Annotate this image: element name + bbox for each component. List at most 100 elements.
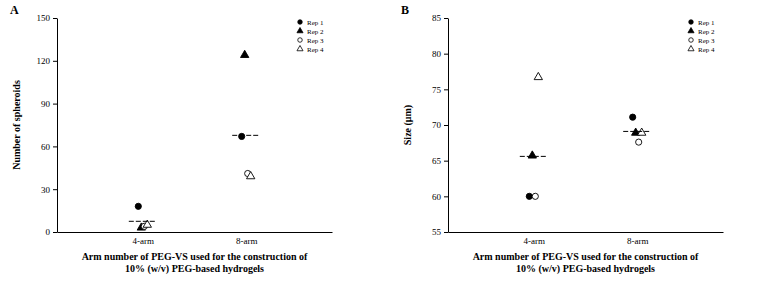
legend: Rep 1Rep 2Rep 3Rep 4	[688, 19, 715, 54]
legend-marker	[297, 27, 303, 32]
y-tick-label: 150	[37, 13, 51, 23]
point	[241, 50, 249, 57]
panel-label: B	[401, 3, 409, 17]
y-tick-mark	[53, 232, 57, 233]
y-tick: 80	[432, 49, 448, 59]
y-tick-label: 70	[432, 120, 442, 130]
y-tick-label: 60	[41, 142, 51, 152]
y-tick-mark	[53, 61, 57, 62]
x-tick-label: 4-arm	[133, 236, 155, 246]
y-tick-label: 85	[432, 13, 442, 23]
legend-label: Rep 2	[698, 28, 715, 36]
point	[526, 193, 532, 199]
y-axis-title: Size (μm)	[402, 105, 414, 145]
y-axis: 55 60 65 70 75 80 85	[432, 13, 449, 237]
y-axis-line	[448, 19, 449, 233]
y-tick: 65	[432, 156, 448, 166]
point	[239, 133, 245, 139]
y-tick-mark	[444, 196, 448, 197]
legend-marker	[688, 27, 694, 32]
x-tick: 4-arm	[133, 232, 155, 246]
y-tick: 60	[432, 192, 448, 202]
legend-label: Rep 1	[698, 19, 715, 27]
x-tick: 8-arm	[236, 232, 257, 246]
mean-line	[520, 156, 548, 157]
x-tick: 8-arm	[627, 232, 649, 246]
y-tick-mark	[444, 232, 448, 233]
y-tick-label: 0	[46, 227, 51, 237]
legend-label: Rep 1	[307, 19, 324, 27]
y-tick-mark	[444, 125, 448, 126]
y-tick-label: 30	[41, 185, 51, 195]
x-tick: 4-arm	[524, 232, 546, 246]
x-axis-title: Arm number of PEG-VS used for the constr…	[473, 251, 699, 262]
legend-marker	[298, 38, 303, 43]
y-tick-label: 65	[432, 156, 442, 166]
point	[534, 72, 542, 79]
x-axis-title: 10% (w/v) PEG-based hydrogels	[516, 263, 655, 275]
y-tick: 75	[432, 85, 448, 95]
y-tick: 150	[37, 13, 58, 23]
legend: Rep 1Rep 2Rep 3Rep 4	[297, 19, 324, 54]
legend-marker	[689, 38, 694, 43]
panel: 55 60 65 70 75 80 85 4-arm 8-arm Rep 1Rep 2Rep 3R…	[401, 3, 724, 275]
y-tick: 120	[37, 56, 58, 66]
figure: 03060901201504-arm8-armRep 1Rep 2Rep 3Re…	[0, 0, 782, 289]
legend-label: Rep 2	[307, 28, 324, 36]
legend-marker	[297, 45, 303, 50]
y-tick-label: 55	[432, 227, 442, 237]
x-axis-title: 10% (w/v) PEG-based hydrogels	[125, 263, 264, 275]
x-axis: 4-arm 8-arm	[449, 232, 724, 246]
plot-area	[129, 50, 260, 230]
panel: 0 30 60 90 120 150 4-arm 8-arm Rep 1Rep 2Rep 3Re…	[10, 3, 333, 275]
x-axis-line	[449, 232, 724, 233]
x-axis: 4-arm 8-arm	[58, 232, 333, 246]
panel-label: A	[10, 3, 19, 17]
y-tick: 60	[41, 142, 57, 152]
y-tick: 85	[432, 13, 448, 23]
y-tick: 30	[41, 185, 57, 195]
y-tick-mark	[53, 189, 57, 190]
y-tick-mark	[53, 18, 57, 19]
y-axis-line	[57, 19, 58, 233]
legend-label: Rep 4	[307, 46, 324, 54]
y-tick-mark	[444, 54, 448, 55]
y-tick-label: 80	[432, 49, 442, 59]
x-tick-label: 8-arm	[627, 236, 649, 246]
legend-label: Rep 3	[307, 37, 324, 45]
y-axis: 0 30 60 90 120 150	[37, 13, 58, 237]
y-tick-mark	[53, 146, 57, 147]
legend-label: Rep 3	[698, 37, 715, 45]
mean-line	[129, 221, 157, 222]
y-tick-label: 120	[37, 56, 51, 66]
plot-area	[520, 72, 651, 199]
y-tick: 70	[432, 120, 448, 130]
y-tick: 0	[46, 227, 58, 237]
y-tick-mark	[444, 89, 448, 90]
legend-marker	[298, 20, 303, 25]
mean-line	[232, 135, 260, 136]
point	[532, 193, 538, 199]
y-tick-mark	[53, 104, 57, 105]
y-tick-label: 60	[432, 192, 442, 202]
y-tick-label: 90	[41, 99, 51, 109]
point	[630, 114, 636, 120]
y-tick: 90	[41, 99, 57, 109]
legend-marker	[689, 20, 694, 25]
legend-marker	[688, 45, 694, 50]
x-axis-line	[58, 232, 333, 233]
point	[528, 151, 536, 158]
x-axis-title: Arm number of PEG-VS used for the constr…	[82, 251, 308, 262]
mean-line	[623, 131, 651, 132]
point	[247, 172, 255, 179]
point	[135, 203, 141, 209]
y-tick: 55	[432, 227, 448, 237]
legend-label: Rep 4	[698, 46, 715, 54]
y-tick-mark	[444, 18, 448, 19]
y-tick-label: 75	[432, 85, 442, 95]
y-tick-mark	[444, 161, 448, 162]
y-axis-title: Number of spheroids	[11, 80, 22, 170]
x-tick-label: 8-arm	[236, 236, 257, 246]
x-tick-label: 4-arm	[524, 236, 546, 246]
point	[636, 139, 642, 145]
